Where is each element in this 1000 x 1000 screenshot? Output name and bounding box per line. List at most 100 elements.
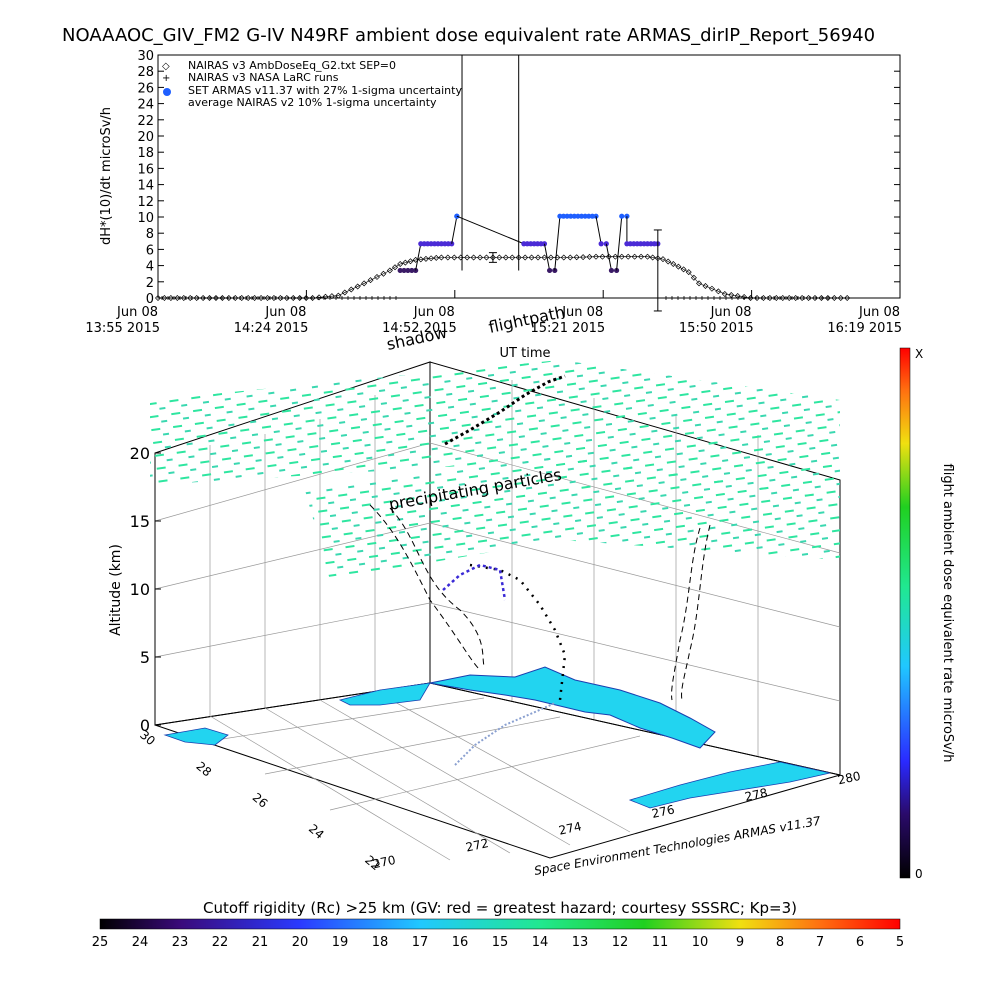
series-nairas-point	[702, 283, 709, 290]
series-armas-point	[560, 213, 567, 219]
bottom-colorbar-tick-label: 25	[92, 935, 109, 950]
series-nairas-point	[417, 256, 424, 263]
longitude-tick-label: 274	[558, 819, 583, 837]
bottom-colorbar-tick-label: 11	[652, 935, 669, 950]
series-armas-point	[409, 267, 415, 274]
x-tick-date: Jun 08	[710, 305, 752, 320]
series-nairas-point	[675, 263, 682, 270]
plot-series	[155, 55, 854, 312]
series-nairas-point	[219, 295, 226, 301]
series-armas-point	[568, 213, 574, 219]
series-nairas-point	[477, 254, 484, 261]
legend-label-1: NAIRAS v3 AmbDoseEq_G2.txt SEP=0	[188, 59, 396, 72]
longitude-tick-label: 276	[651, 802, 676, 820]
series-nairas-point	[392, 264, 399, 271]
series-nairas-point	[509, 254, 516, 261]
series-armas-point	[541, 241, 548, 247]
x-tick-time: 13:55 2015	[85, 321, 160, 336]
series-nairas-point	[638, 253, 645, 260]
series-armas-point	[608, 267, 615, 274]
series-nairas-point	[451, 254, 458, 261]
series-armas-point	[547, 267, 553, 274]
series-armas-point	[397, 267, 403, 274]
series-nairas-point	[290, 295, 297, 301]
series-nairas-point	[786, 295, 793, 301]
series-nairas-point	[444, 254, 451, 261]
series-armas-connector	[554, 216, 561, 271]
bottom-colorbar-tick-label: 21	[252, 935, 269, 950]
series-nairas-point	[573, 254, 580, 261]
dose-field-upper	[150, 360, 840, 500]
series-nairas-point	[831, 295, 838, 301]
series-nairas-point	[580, 254, 587, 261]
bottom-colorbar-tick-label: 18	[372, 935, 389, 950]
right-colorbar: X 0 flight ambient dose equivalent rate …	[899, 347, 955, 881]
bottom-colorbar-tick-label: 20	[292, 935, 309, 950]
series-nairas-point	[586, 253, 593, 260]
y-tick-label: 28	[137, 65, 154, 80]
series-nairas-point	[483, 254, 490, 261]
series-nairas-point	[380, 270, 387, 277]
longitude-tick-label: 272	[465, 836, 490, 854]
dose-field-lower	[305, 455, 840, 580]
series-nairas-point	[335, 292, 342, 299]
series-nairas-point	[200, 295, 207, 301]
series-nairas-point	[811, 295, 818, 301]
x-tick-date: Jun 08	[116, 305, 158, 320]
x-tick-date: Jun 08	[858, 305, 900, 320]
series-nairas-point	[792, 295, 799, 301]
floor-grid	[209, 690, 641, 861]
bottom-colorbar-tick-label: 6	[856, 935, 864, 950]
series-nairas-point	[747, 295, 754, 301]
legend: ◇ NAIRAS v3 AmbDoseEq_G2.txt SEP=0 + NAI…	[162, 59, 462, 109]
bottom-colorbar-tick-label: 5	[896, 935, 904, 950]
land-gulf-coast	[338, 682, 431, 706]
series-nairas-point	[341, 289, 348, 296]
series-nairas-point	[428, 255, 435, 262]
right-colorbar-label: flight ambient dose equivalent rate micr…	[940, 464, 955, 763]
series-nairas-point	[245, 295, 252, 301]
series-nairas-line	[158, 256, 854, 299]
y-tick-label: 10	[137, 211, 154, 226]
series-nairas-point	[328, 293, 335, 300]
flightpath-ascent	[442, 563, 507, 601]
series-nairas-point	[644, 253, 651, 260]
series-nairas-point	[348, 286, 355, 293]
series-nairas-point	[612, 253, 619, 260]
series-nairas-point	[464, 254, 471, 261]
bottom-colorbar-tick-label: 17	[412, 935, 429, 950]
right-colorbar-bar	[899, 347, 911, 879]
series-nairas-point	[547, 254, 554, 261]
series-nairas-point	[283, 295, 290, 301]
legend-label-4: average NAIRAS v2 10% 1-sigma uncertaint…	[188, 96, 437, 109]
series-armas-point	[598, 241, 604, 247]
series-nairas-point	[303, 295, 310, 301]
altitude-axis-label: Altitude (km)	[108, 544, 124, 636]
series-nairas-point	[728, 291, 735, 298]
y-tick-label: 4	[146, 260, 154, 275]
bottom-colorbar: Cutoff rigidity (Rc) >25 km (GV: red = g…	[92, 899, 904, 950]
series-armas-point	[578, 213, 585, 219]
series-armas-point	[401, 267, 407, 274]
series-armas-connector	[415, 243, 422, 271]
x-tick-time: 15:50 2015	[679, 321, 754, 336]
series-armas-point	[582, 213, 588, 219]
series-nairas-point	[174, 295, 181, 301]
y-tick-label: 24	[137, 98, 154, 113]
series-armas-point	[557, 213, 563, 219]
series-nairas-point	[631, 253, 638, 260]
x-tick-date: Jun 08	[561, 305, 603, 320]
y-tick-label: 2	[146, 276, 154, 291]
bottom-colorbar-tick-label: 12	[612, 935, 629, 950]
series-armas-connector	[456, 215, 525, 245]
flightpath-line	[444, 374, 566, 446]
y-tick-label: 8	[146, 227, 154, 242]
series-nairas-point	[296, 295, 303, 301]
series-nairas-point	[715, 288, 722, 295]
series-nairas-point	[206, 295, 213, 301]
series-nairas-point	[592, 253, 599, 260]
series-nairas-point	[773, 295, 780, 301]
latitude-tick-label: 28	[193, 759, 214, 780]
series-nairas-point	[438, 254, 445, 261]
